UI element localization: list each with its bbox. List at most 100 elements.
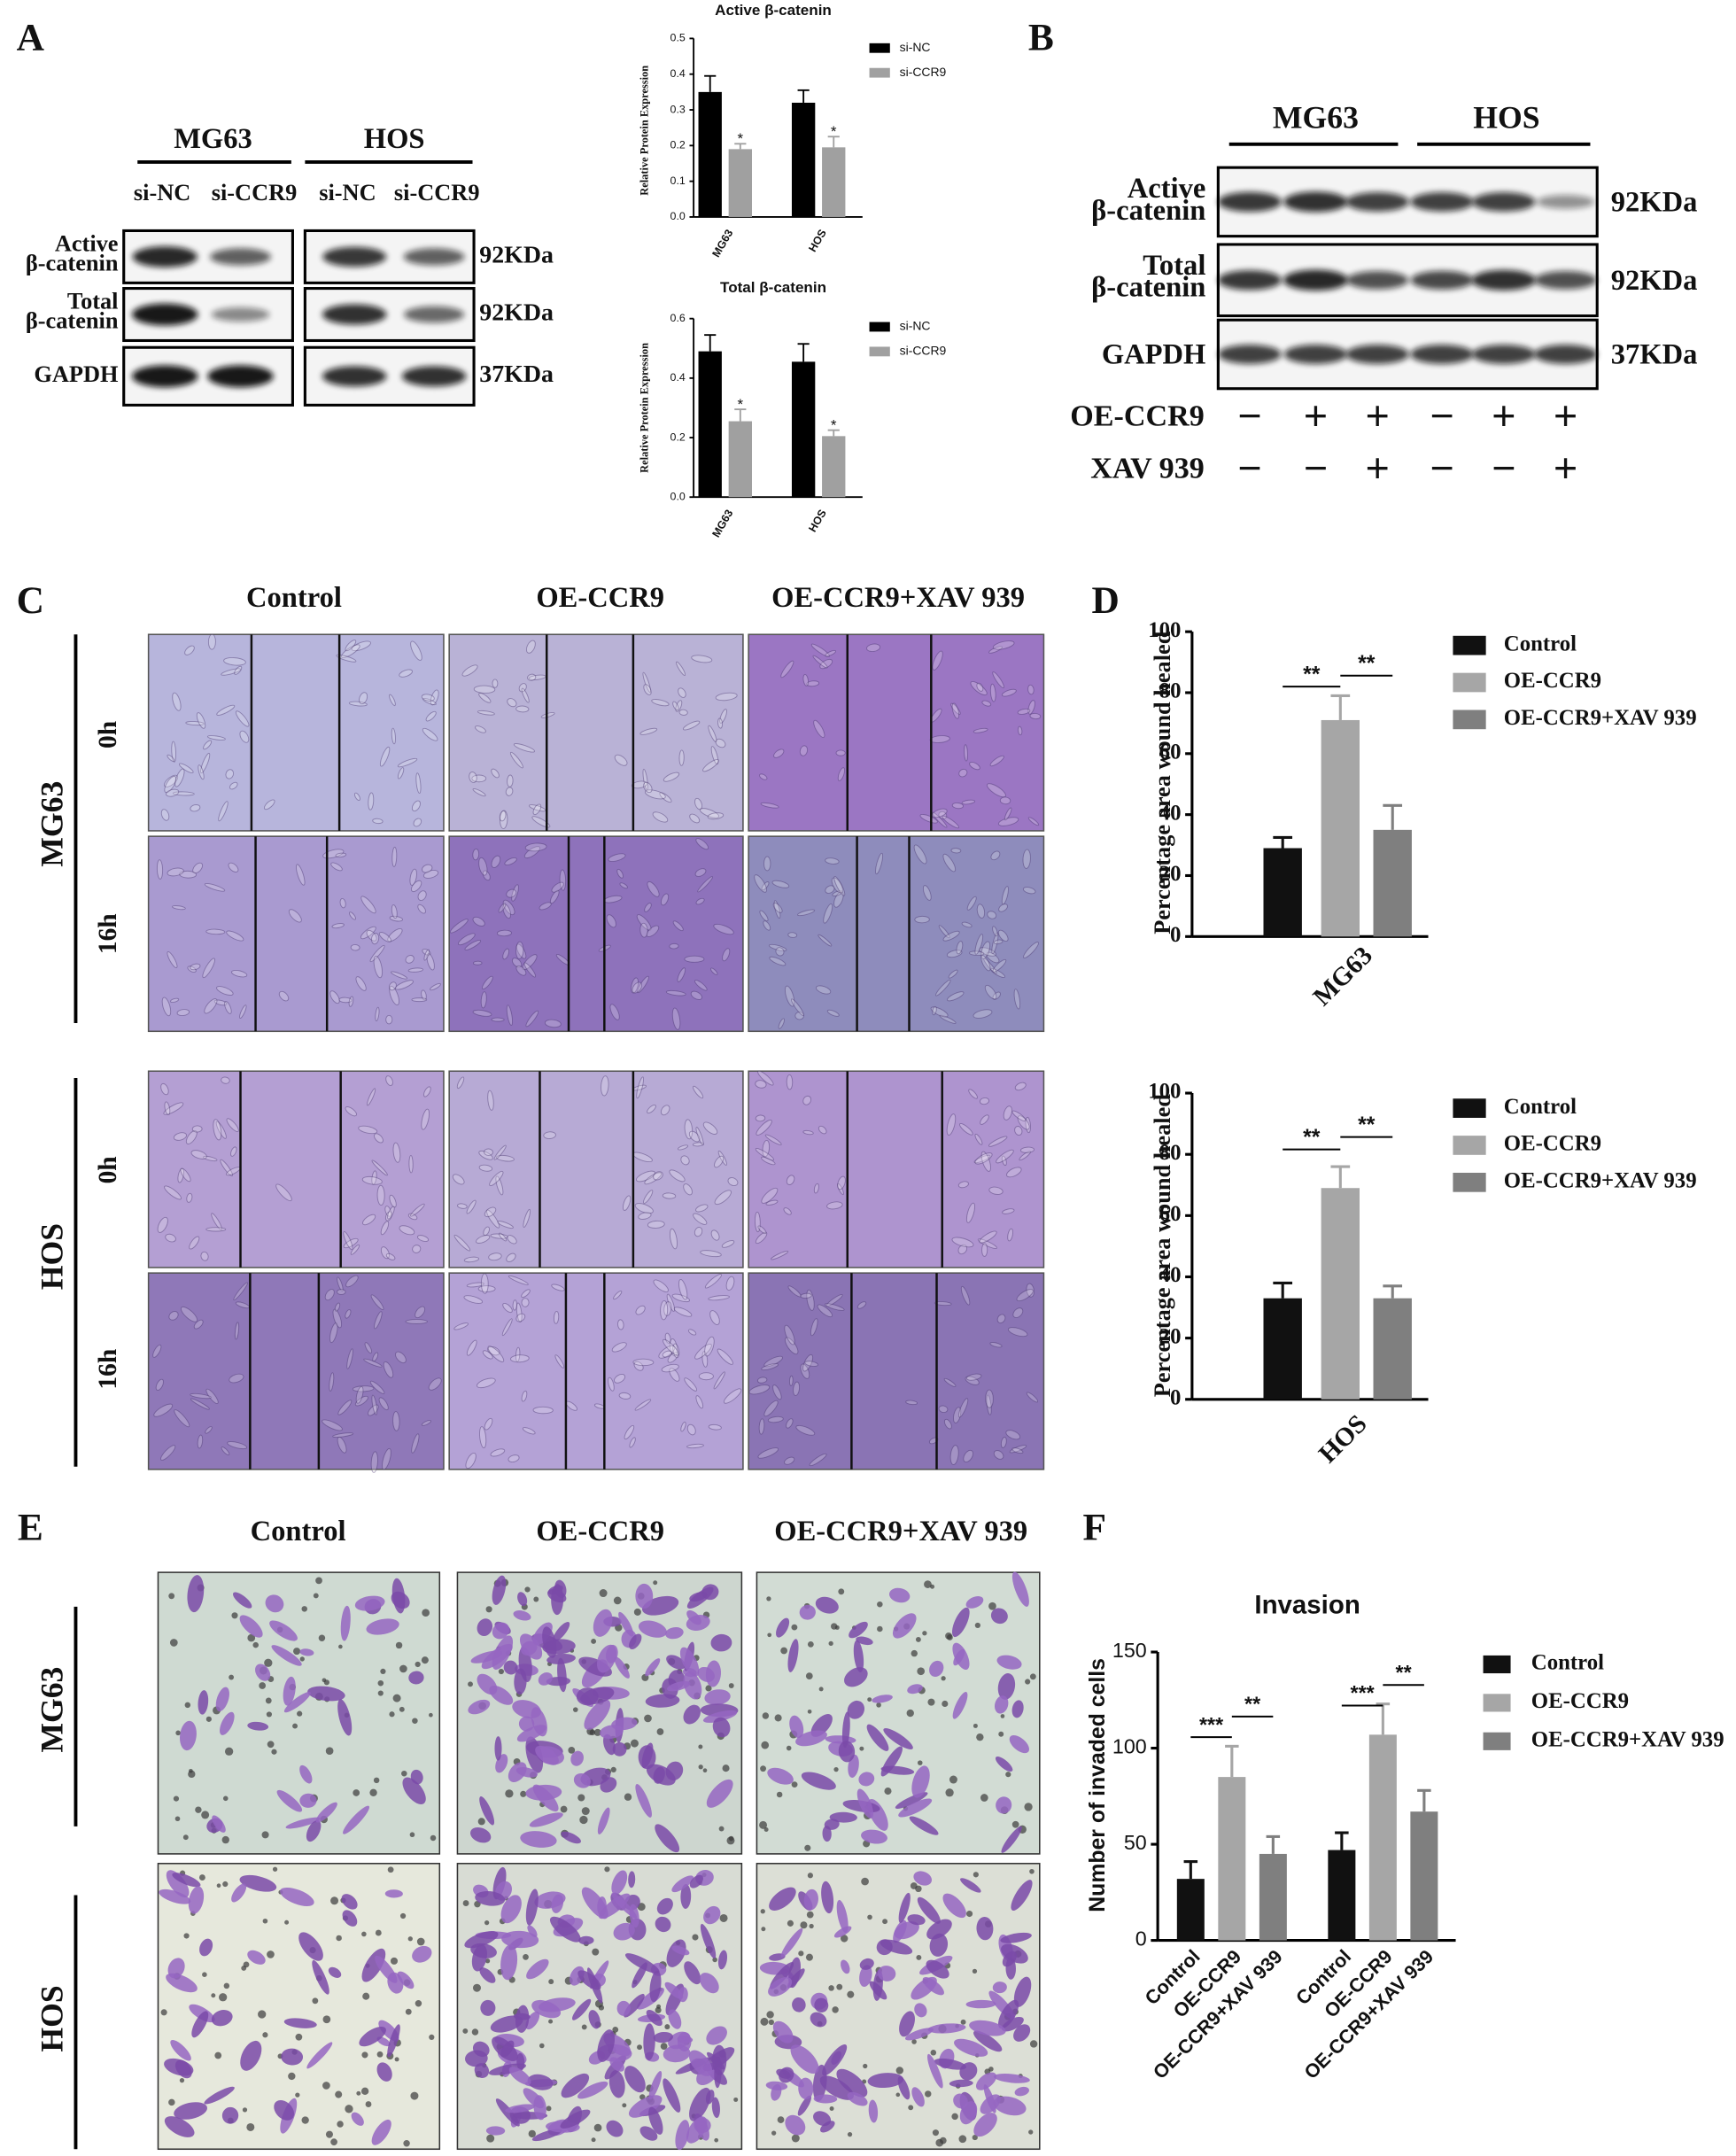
invaded-cell [517,1592,528,1607]
cell [373,955,384,979]
cell [515,965,527,976]
cell [818,1125,827,1135]
cell [525,1010,539,1028]
invaded-cell [546,1654,576,1664]
cell [815,985,832,995]
cell [160,1082,169,1096]
cell [216,986,234,996]
treatment-sign: − [1430,392,1453,438]
cell [694,1227,703,1237]
cell [708,725,717,742]
cell [769,956,787,966]
cell [374,1311,383,1330]
pore [265,1697,272,1704]
cell [669,1169,686,1183]
invaded-cell [677,2036,694,2044]
cell [989,755,1004,767]
blot-band [322,246,387,268]
pore [1029,1673,1036,1680]
cell [663,1301,672,1316]
invaded-cell [1013,2024,1031,2042]
cell [523,846,541,859]
pore [800,1921,808,1929]
cell [631,780,647,789]
cell [215,1121,227,1139]
cell [964,744,968,762]
cell [428,1377,442,1391]
cell [391,846,398,867]
invaded-cell [531,2129,562,2142]
cell [466,1282,484,1288]
cell [164,1185,182,1200]
cell [633,1361,644,1371]
row-label: Active [55,231,119,257]
cell [761,1187,779,1204]
cell [813,1183,819,1194]
invaded-cell [561,2073,590,2098]
cell [989,683,996,702]
pore [369,1788,377,1796]
pore [861,1877,869,1886]
pore [523,1953,529,1960]
invaded-cell [655,1916,671,1933]
legend-swatch [1453,635,1486,655]
cell [695,897,705,905]
y-tick-label: 80 [1159,1141,1182,1165]
pore [698,1764,703,1770]
invaded-cell [653,1766,665,1784]
pore [958,2135,967,2144]
y-tick-label: 0.1 [670,174,686,187]
invaded-cell [907,1684,923,1695]
pore [175,1730,181,1736]
cell [506,1252,516,1262]
pore [462,2028,469,2034]
pore [807,1709,812,1714]
cell [186,1192,193,1203]
pore [660,2043,668,2051]
cell [469,772,477,783]
cell [773,748,785,758]
cell [411,997,428,1003]
invaded-cell [492,1575,507,1605]
pore [301,1606,308,1612]
cell [489,1170,504,1187]
invaded-cell [997,1673,1016,1700]
invaded-cell [611,1870,628,1895]
cell [957,1398,969,1418]
cell [946,1113,957,1136]
invaded-cell [772,2020,794,2044]
blot-band [1283,191,1348,213]
cell [456,1076,465,1090]
invaded-cell [638,1745,656,1770]
pore [780,1647,787,1655]
invaded-cell [560,2109,591,2129]
invaded-cell [813,2094,838,2104]
cell [225,769,235,779]
cell [684,955,705,963]
cell [229,781,238,790]
cell [761,1362,779,1371]
cell [960,1285,971,1306]
invaded-cell [612,1741,627,1757]
row-label: HOS [34,1985,69,2051]
invaded-cell [351,2112,364,2126]
cell [761,1156,776,1166]
invaded-cell [468,1699,491,1715]
pore [877,1625,883,1633]
y-tick-label: 80 [1159,679,1182,703]
bar [791,361,816,498]
cell [694,797,703,810]
pore [284,1919,290,1925]
cell [990,850,1001,861]
invaded-cell [645,1694,680,1708]
pore [360,2087,369,2096]
pore [656,1728,664,1735]
cell [1012,1307,1024,1319]
pore [399,1664,407,1673]
pore [972,1968,978,1974]
cell [992,991,1001,1000]
pore [719,1913,728,1922]
row-label: β-catenin [1091,195,1205,227]
lane-label: si-NC [134,180,190,206]
cell [833,875,846,896]
